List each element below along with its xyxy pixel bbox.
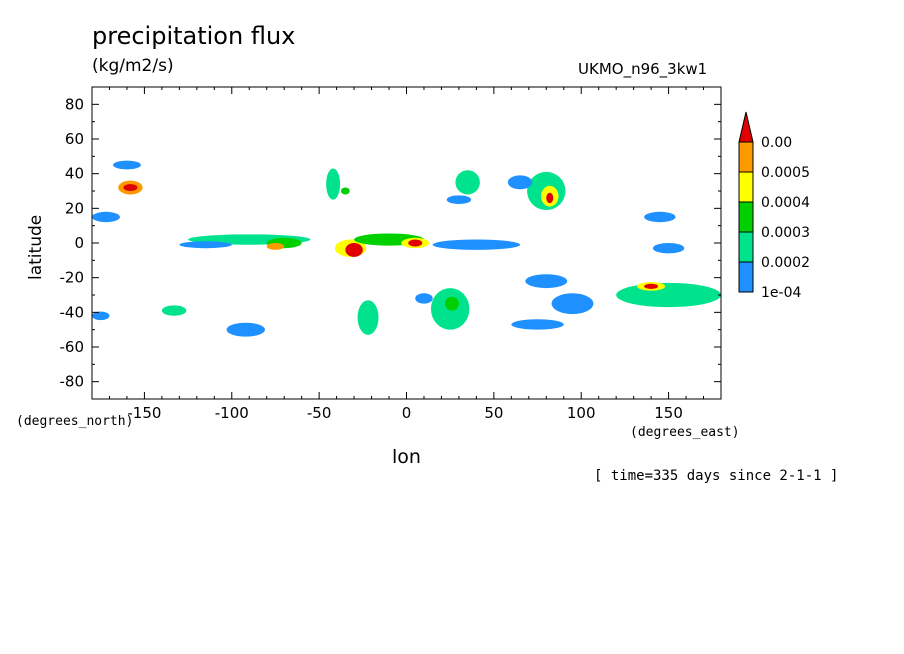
legend-swatch-top [738, 111, 754, 143]
contour-region-1 [123, 184, 138, 192]
contour-region-16 [326, 168, 341, 200]
y-tick-label: 20 [65, 199, 84, 217]
x-tick-label: 100 [567, 404, 596, 422]
x-tick-label: -50 [307, 404, 332, 422]
y-tick-label: -40 [60, 303, 85, 321]
model-label: UKMO_n96_3kw1 [578, 60, 708, 78]
contour-region-24 [644, 211, 676, 223]
contour-region-23 [507, 175, 533, 190]
y-tick-label: 60 [65, 130, 84, 148]
contour-region-22 [546, 192, 554, 204]
legend-label: 0.00 [761, 135, 792, 151]
y-tick-label: 40 [65, 165, 84, 183]
contour-region-28 [644, 283, 659, 289]
y-tick-label: -80 [60, 373, 85, 391]
y-axis-units: (degrees_north) [16, 414, 134, 429]
x-tick-label: -150 [127, 404, 161, 422]
contour-region-15 [179, 241, 232, 249]
legend-swatch [738, 231, 754, 263]
legend-swatch [738, 201, 754, 233]
contour-region-34 [357, 300, 379, 335]
x-tick-label: 50 [484, 404, 503, 422]
contour-region-29 [525, 274, 568, 289]
contour-region-5 [161, 305, 187, 316]
y-tick-label: 0 [74, 234, 84, 252]
contour-region-17 [340, 187, 350, 195]
contour-region-13 [408, 239, 423, 247]
y-tick-label: -20 [60, 269, 85, 287]
y-tick-label: 80 [65, 95, 84, 113]
y-axis-label: latitude [26, 214, 46, 280]
legend-label: 0.0003 [761, 225, 810, 241]
chart-title: precipitation flux [92, 22, 296, 50]
contour-region-36 [415, 293, 433, 304]
x-tick-label: 150 [654, 404, 683, 422]
chart-units: (kg/m2/s) [92, 56, 174, 76]
x-tick-label: 0 [402, 404, 412, 422]
contour-region-33 [444, 296, 459, 311]
contour-region-14 [432, 239, 521, 250]
legend-label: 0.0004 [761, 195, 810, 211]
contour-region-19 [446, 195, 472, 205]
y-tick-label: -60 [60, 338, 85, 356]
contour-region-18 [455, 170, 480, 195]
legend-label: 0.0002 [761, 255, 810, 271]
contour-region-3 [112, 160, 141, 170]
legend-swatch [738, 261, 754, 293]
contour-region-8 [266, 243, 285, 250]
contour-region-35 [226, 322, 265, 337]
contour-region-30 [551, 293, 594, 315]
x-axis-label: lon [392, 446, 421, 468]
legend-swatch [738, 141, 754, 173]
contour-region-26 [616, 282, 721, 308]
time-info: [ time=335 days since 2-1-1 ] [594, 468, 839, 484]
legend-label: 0.0005 [761, 165, 810, 181]
contour-region-31 [511, 319, 564, 330]
contour-region-2 [92, 211, 120, 223]
contour-region-25 [652, 243, 685, 254]
contour-region-4 [92, 311, 110, 321]
x-tick-label: -100 [215, 404, 249, 422]
contour-region-10 [345, 243, 363, 257]
legend-label: 1e-04 [761, 285, 801, 301]
legend-swatch [738, 171, 754, 203]
x-axis-units: (degrees_east) [630, 425, 740, 440]
